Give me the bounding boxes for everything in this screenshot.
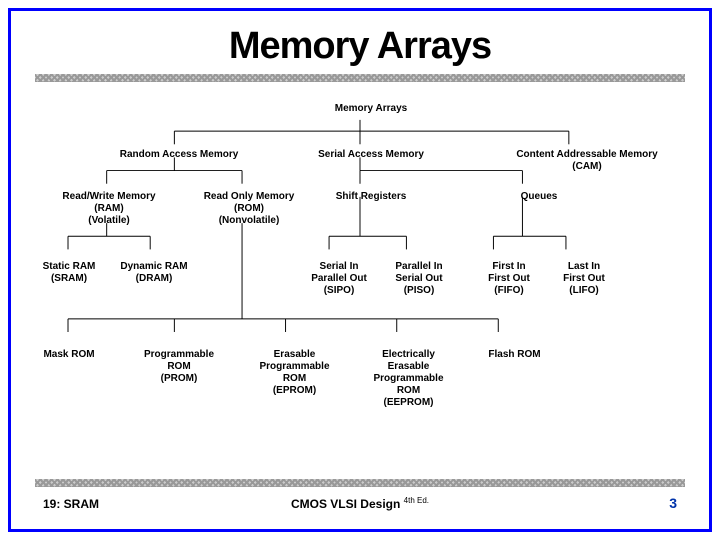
node-rwmem: Read/Write Memory (RAM) (Volatile): [49, 191, 169, 227]
node-piso: Parallel In Serial Out (PISO): [379, 261, 459, 297]
node-sipo: Serial In Parallel Out (SIPO): [299, 261, 379, 297]
node-eeprom: Electrically Erasable Programmable ROM (…: [361, 349, 456, 409]
node-eprom: Erasable Programmable ROM (EPROM): [247, 349, 342, 397]
bottom-divider: [35, 479, 685, 487]
node-ram: Random Access Memory: [109, 149, 249, 161]
footer-center-text: CMOS VLSI Design: [291, 497, 400, 511]
footer-center-sup: 4th Ed.: [404, 496, 429, 505]
slide-title: Memory Arrays: [11, 25, 709, 68]
node-prom: Programmable ROM (PROM): [134, 349, 224, 385]
node-sram: Static RAM (SRAM): [29, 261, 109, 285]
top-divider: [35, 74, 685, 82]
node-root: Memory Arrays: [321, 103, 421, 115]
node-romem: Read Only Memory (ROM) (Nonvolatile): [189, 191, 309, 227]
page-number: 3: [669, 495, 677, 511]
node-dram: Dynamic RAM (DRAM): [114, 261, 194, 285]
node-sam: Serial Access Memory: [301, 149, 441, 161]
node-lifo: Last In First Out (LIFO): [544, 261, 624, 297]
node-cam: Content Addressable Memory (CAM): [507, 149, 667, 173]
slide-border: Memory Arrays: [8, 8, 712, 532]
footer-center: CMOS VLSI Design 4th Ed.: [11, 496, 709, 511]
node-queues: Queues: [499, 191, 579, 203]
node-flash: Flash ROM: [477, 349, 552, 361]
node-fifo: First In First Out (FIFO): [469, 261, 549, 297]
node-shiftreg: Shift Registers: [321, 191, 421, 203]
node-maskrom: Mask ROM: [29, 349, 109, 361]
tree-diagram: Memory Arrays Random Access Memory Seria…: [39, 103, 681, 469]
